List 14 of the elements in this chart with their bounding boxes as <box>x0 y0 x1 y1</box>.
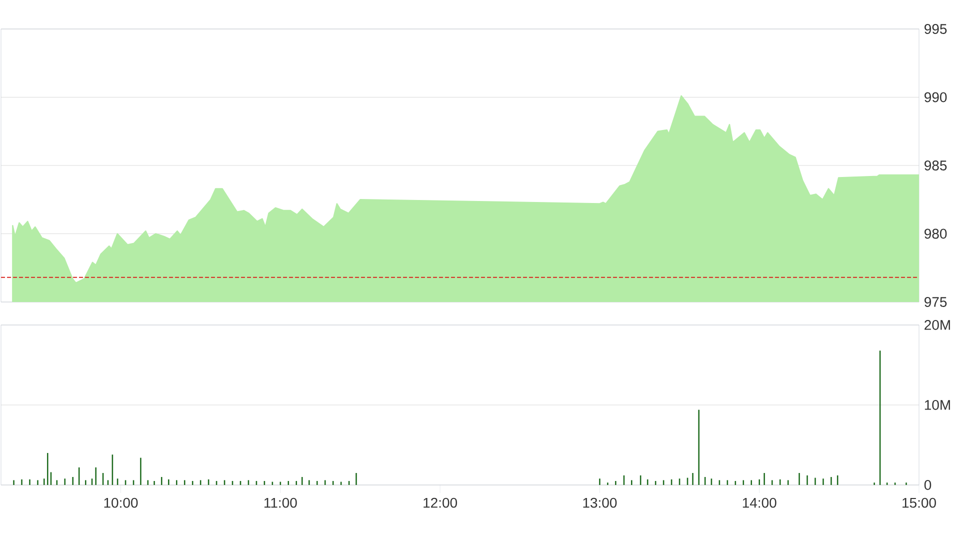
x-tick-label: 13:00 <box>583 498 617 508</box>
y-tick-label: 975 <box>924 297 947 307</box>
y-tick-label: 995 <box>924 24 947 34</box>
y-tick-label: 990 <box>924 92 947 102</box>
y-tick-label: 20M <box>924 320 950 330</box>
x-tick-label: 10:00 <box>104 498 138 508</box>
y-tick-label: 980 <box>924 228 947 239</box>
y-tick-label: 10M <box>924 400 950 410</box>
x-tick-label: 11:00 <box>264 498 297 508</box>
x-tick-label: 12:00 <box>424 498 458 508</box>
x-tick-label: 14:00 <box>742 498 776 508</box>
y-tick-label: 0 <box>924 480 932 490</box>
y-tick-label: 985 <box>924 160 947 170</box>
x-tick-label: 15:00 <box>902 498 936 508</box>
